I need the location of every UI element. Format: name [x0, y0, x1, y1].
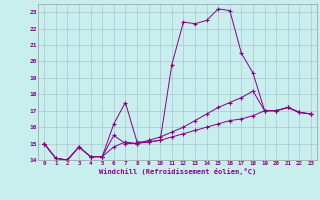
X-axis label: Windchill (Refroidissement éolien,°C): Windchill (Refroidissement éolien,°C): [99, 168, 256, 175]
